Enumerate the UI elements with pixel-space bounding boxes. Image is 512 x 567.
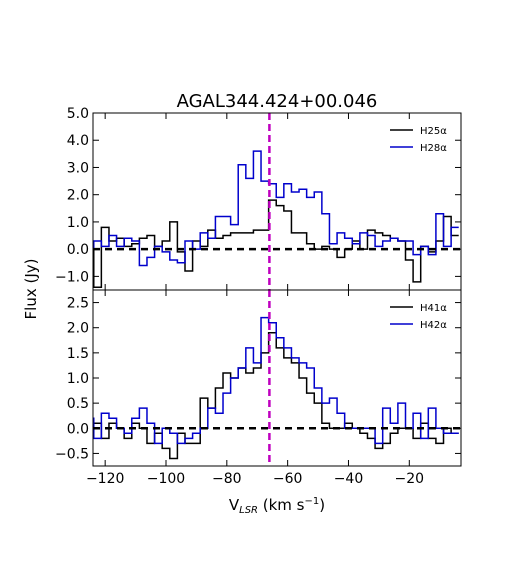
plot-area (93, 113, 461, 290)
y-tick-label: 3.0 (67, 160, 89, 176)
y-tick-label: 2.0 (67, 321, 89, 337)
legend: H41α H42α (390, 303, 447, 331)
x-tick-label: −60 (273, 471, 303, 487)
y-tick-label: 4.0 (67, 133, 89, 149)
y-tick-label: 0.0 (67, 421, 89, 437)
y-tick-label: 0.0 (67, 242, 89, 258)
y-tick-label: 2.0 (67, 188, 89, 204)
legend: H25α H28α (390, 126, 447, 154)
y-tick-label: 1.5 (67, 346, 89, 362)
series-line-H41α (93, 331, 459, 460)
x-tick-label: −80 (212, 471, 242, 487)
x-axis-label-main: V (229, 496, 240, 514)
legend-label: H25α (420, 126, 447, 137)
y-axis-label: Flux (Jy) (22, 259, 40, 320)
y-tick-label: 2.5 (67, 296, 89, 312)
y-tick-label: 0.5 (67, 396, 89, 412)
y-tick-label: 5.0 (67, 106, 89, 122)
legend-label: H42α (420, 320, 447, 331)
top-panel: −1.0 0.0 1.0 2.0 3.0 4.0 5.0 H25α H28α (55, 106, 462, 291)
y-tick-label: −1.0 (55, 269, 89, 285)
series-line-H42α (93, 316, 459, 445)
x-axis-label: VLSR (km s−1) (229, 496, 325, 516)
x-tick-label: −120 (86, 471, 124, 487)
series-line-H28α (93, 150, 459, 267)
y-tick-label: 1.0 (67, 371, 89, 387)
plot-area (93, 290, 461, 466)
panel-frame (92, 289, 462, 467)
x-tick-label: −20 (395, 471, 425, 487)
legend-label: H41α (420, 303, 447, 314)
y-tick-label: 1.0 (67, 215, 89, 231)
x-axis-label-end: ) (319, 496, 325, 514)
chart-title: AGAL344.424+00.046 (177, 91, 378, 112)
x-axis-label-superscript: −1 (305, 496, 320, 507)
panel-frame (92, 112, 462, 291)
legend-label: H28α (420, 143, 447, 154)
x-axis-label-units: (km s (258, 496, 305, 514)
x-tick-label: −100 (147, 471, 185, 487)
y-tick-label: −0.5 (55, 446, 89, 462)
bottom-panel: −0.5 0.0 0.5 1.0 1.5 2.0 2.5 −120 −100 −80 −60 −40 −… (55, 289, 462, 487)
x-tick-label: −40 (334, 471, 364, 487)
series-line-H25α (93, 199, 459, 289)
x-axis-label-subscript: LSR (239, 505, 258, 516)
